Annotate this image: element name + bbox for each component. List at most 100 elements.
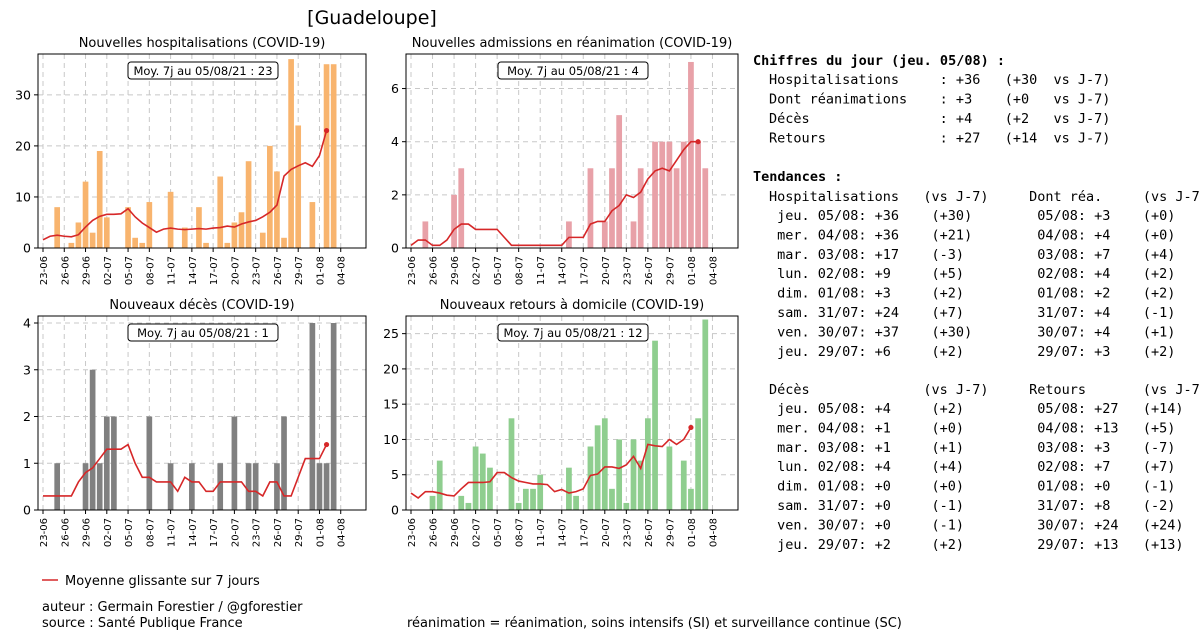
bar <box>224 242 231 248</box>
bar <box>422 221 429 248</box>
annotation-box <box>497 323 649 342</box>
y-tick-label: 10 <box>383 432 399 447</box>
bar <box>274 463 280 510</box>
moving-average-last-point <box>695 139 701 145</box>
bar <box>465 502 472 510</box>
bar <box>231 222 238 248</box>
bar <box>609 168 615 248</box>
chart-hospitalisations: 0 10 20 30 23-06 26-06 29-06 02-07 05-07 08-07 11-… <box>15 36 367 285</box>
x-tick-label: 29-07 <box>665 256 676 285</box>
bar <box>644 418 651 510</box>
x-tick-label: 04-08 <box>337 256 348 285</box>
bar <box>515 502 522 510</box>
bar <box>82 181 89 248</box>
y-tick-label: 3 <box>23 362 31 377</box>
trend-row: jeu. 05/08: +36 (+30) 05/08: +3 (+0) <box>769 208 1175 224</box>
bar <box>111 416 117 510</box>
x-tick-label: 11-07 <box>167 256 178 285</box>
bar <box>217 176 224 248</box>
x-tick-label: 23-06 <box>407 518 418 547</box>
bar <box>451 194 457 248</box>
trend-row: jeu. 29/07: +6 (+2) 29/07: +3 (+2) <box>769 344 1175 360</box>
bar <box>458 495 465 510</box>
trend-row: lun. 02/08: +4 (+4) 02/08: +7 (+7) <box>769 459 1175 475</box>
bar <box>666 446 673 510</box>
bar <box>330 64 337 248</box>
bar <box>666 141 673 248</box>
y-tick-label: 2 <box>23 409 31 424</box>
x-tick-label: 17-07 <box>579 256 590 285</box>
bar <box>238 212 245 248</box>
x-tick-label: 02-07 <box>472 256 483 285</box>
daily-figure-row: Dont réanimations : +3 (+0 vs J-7) <box>769 92 1110 108</box>
trend-row: jeu. 29/07: +2 (+2) 29/07: +13 (+13) <box>769 537 1184 553</box>
bar <box>103 416 110 510</box>
trend-block2-header: Décès (vs J-7) Retours (vs J-7) <box>769 382 1200 398</box>
bar <box>566 221 572 248</box>
x-tick-label: 23-07 <box>622 256 633 285</box>
chart-reanimations: 0 2 4 6 23-06 26-06 29-06 02-07 05-07 08-07 11-07 1… <box>391 36 739 285</box>
x-tick-label: 20-07 <box>601 518 612 547</box>
trend-row: mar. 03/08: +1 (+1) 03/08: +3 (-7) <box>769 440 1175 456</box>
bar <box>231 416 238 510</box>
bar <box>309 323 316 510</box>
x-tick-label: 02-07 <box>472 518 483 547</box>
bar <box>259 232 266 248</box>
moving-average-last-point <box>688 424 694 431</box>
bar <box>252 463 259 510</box>
x-tick-label: 20-07 <box>230 518 241 547</box>
bar <box>96 151 103 248</box>
bar <box>623 502 630 510</box>
y-tick-label: 4 <box>23 316 31 331</box>
footnote: réanimation = réanimation, soins intensi… <box>407 616 902 631</box>
bar <box>594 425 601 510</box>
y-tick-label: 1 <box>23 456 31 471</box>
trend-row: dim. 01/08: +0 (+0) 01/08: +0 (-1) <box>769 479 1175 495</box>
x-tick-label: 11-07 <box>536 518 547 547</box>
bar <box>323 64 330 248</box>
legend: Moyenne glissante sur 7 jours <box>42 574 260 589</box>
bar <box>652 141 658 248</box>
x-tick-label: 02-07 <box>103 518 114 547</box>
bar <box>702 168 709 248</box>
bar <box>680 141 687 248</box>
bar <box>601 221 608 248</box>
bar <box>181 227 188 248</box>
bar <box>472 446 479 510</box>
x-tick-label: 26-07 <box>273 518 284 547</box>
annotation-box <box>127 61 279 80</box>
bar <box>274 171 280 248</box>
bar <box>566 467 572 510</box>
x-tick-label: 08-07 <box>145 518 156 547</box>
x-tick-label: 29-06 <box>82 256 93 285</box>
annotation-box <box>127 323 279 342</box>
annotation-text: Moy. 7j au 05/08/21 : 4 <box>507 64 639 78</box>
chart-title: Nouveaux décès (COVID-19) <box>109 298 294 313</box>
trend-row: lun. 02/08: +9 (+5) 02/08: +4 (+2) <box>769 266 1175 282</box>
y-tick-label: 25 <box>383 326 399 341</box>
daily-figure-row: Décès : +4 (+2 vs J-7) <box>769 111 1110 127</box>
bar <box>680 460 687 510</box>
x-tick-label: 26-06 <box>60 518 71 547</box>
x-tick-label: 23-07 <box>252 518 263 547</box>
bar <box>281 237 287 248</box>
bar <box>695 418 701 510</box>
bar <box>139 242 146 248</box>
x-tick-label: 05-07 <box>493 518 504 547</box>
trend-block1-rows: jeu. 05/08: +36 (+30) 05/08: +3 (+0) mer… <box>769 208 1175 360</box>
x-tick-label: 17-07 <box>209 518 220 547</box>
y-tick-label: 2 <box>391 187 399 202</box>
x-tick-label: 04-08 <box>337 518 348 547</box>
bar <box>132 237 138 248</box>
y-tick-label: 5 <box>391 467 399 482</box>
x-tick-label: 01-08 <box>315 256 326 285</box>
bar <box>695 141 701 248</box>
x-tick-label: 26-06 <box>60 256 71 285</box>
chart-retours: 0 5 10 15 20 25 23-06 26-06 29-06 02-07 05-07 08-07… <box>383 298 739 547</box>
bar <box>702 319 709 510</box>
x-tick-label: 08-07 <box>145 256 156 285</box>
bar <box>688 488 694 510</box>
x-tick-label: 26-07 <box>644 518 655 547</box>
bar <box>167 191 174 248</box>
